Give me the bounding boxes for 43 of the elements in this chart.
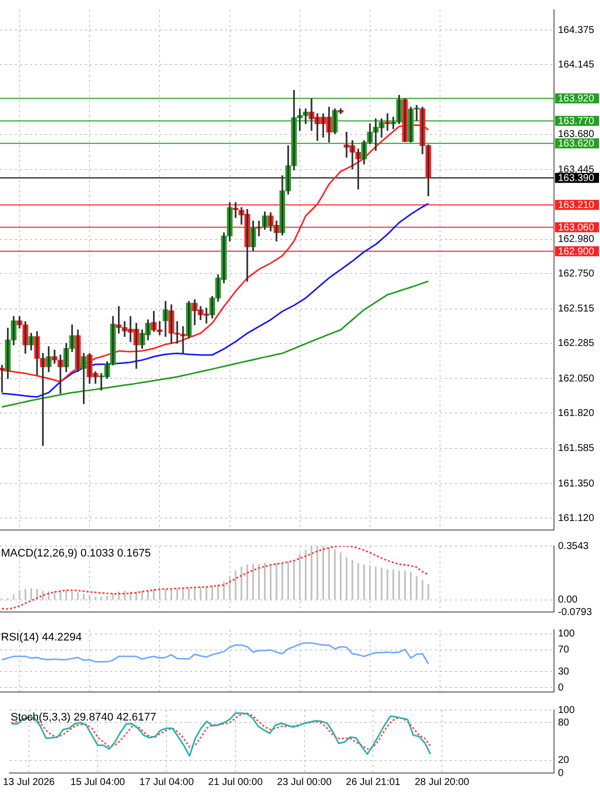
y-tick-label: 0.3543	[558, 540, 590, 552]
y-tick-label: 162.285	[558, 338, 595, 350]
line-series	[1, 546, 430, 610]
y-tick-label: 70	[558, 644, 570, 656]
chart-title: Stoch(5,3,3) 29.8740 42.6177	[10, 712, 156, 724]
ref-line-label: 162.900	[558, 246, 595, 258]
y-tick-label: -0.0793	[558, 606, 592, 618]
ref-line-label: 163.920	[558, 94, 595, 105]
y-tick-label: 161.350	[558, 478, 595, 490]
x-tick-label: 17 Jul 04:00	[139, 776, 194, 788]
y-tick-label: 100	[558, 704, 576, 716]
x-tick-label: 15 Jul 04:00	[70, 776, 126, 788]
y-tick-label: 162.980	[558, 234, 595, 246]
ref-line-label: 163.620	[558, 138, 595, 150]
ref-line-label: 163.060	[558, 222, 595, 234]
y-tick-label: 161.585	[558, 443, 595, 454]
y-tick-label: 161.820	[558, 408, 595, 419]
y-tick-label: 164.375	[558, 24, 595, 36]
y-tick-label: 162.515	[558, 304, 595, 315]
y-tick-label: 163.445	[558, 164, 595, 176]
y-tick-label: 163.680	[558, 129, 595, 140]
chart-title: MACD(12,26,9) 0.1033 0.1675	[1, 548, 151, 560]
ref-line-label: 163.210	[558, 200, 595, 212]
y-tick-label: 0.00	[558, 594, 578, 606]
x-tick-label: 13 Jul 2026	[2, 776, 56, 788]
y-tick-label: 100	[558, 628, 576, 640]
ref-line-label: 163.770	[558, 116, 595, 128]
y-tick-label: 161.120	[558, 512, 595, 524]
x-tick-label: 28 Jul 20:00	[414, 776, 470, 788]
chart-title: RSI(14) 44.2294	[1, 632, 82, 644]
y-tick-label: 0	[558, 768, 564, 779]
line-series	[10, 712, 432, 750]
y-tick-label: 164.145	[558, 59, 595, 70]
y-tick-label: 162.750	[558, 268, 595, 280]
y-tick-label: 30	[558, 666, 570, 678]
x-tick-label: 21 Jul 00:00	[208, 776, 264, 788]
x-tick-label: 23 Jul 00:00	[277, 776, 332, 788]
y-tick-label: 0	[558, 682, 564, 694]
x-tick-label: 26 Jul 21:01	[346, 776, 401, 788]
ref-line-label: 163.390	[558, 173, 595, 184]
y-tick-label: 20	[558, 755, 570, 766]
y-tick-label: 162.050	[558, 373, 595, 384]
y-tick-label: 80	[558, 717, 570, 728]
